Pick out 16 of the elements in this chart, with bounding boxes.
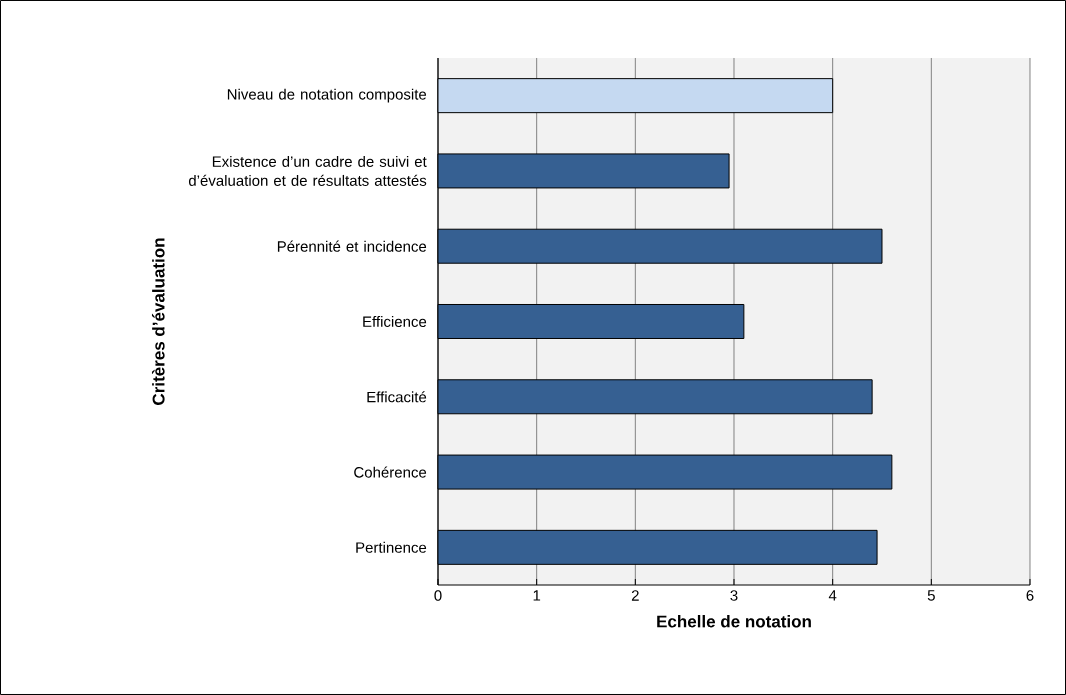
y-tick-label: Cohérence xyxy=(354,466,427,478)
x-tick-label: 5 xyxy=(927,590,935,601)
y-tick-label: Niveau de notation composite xyxy=(227,88,427,103)
x-tick-label: 2 xyxy=(631,590,639,601)
y-tick-label: Efficience xyxy=(363,315,427,327)
x-tick-label: 4 xyxy=(828,590,837,601)
y-tick-label: Existence d’un cadre de suivi et d’évaluation et de résultats attestés xyxy=(188,155,427,186)
y-tick-label: Pertinence xyxy=(356,541,427,553)
x-tick-label: 6 xyxy=(1026,590,1034,601)
x-tick-label: 0 xyxy=(434,590,442,601)
y-axis-title: Critères d’évaluation xyxy=(151,238,165,405)
x-tick-label: 1 xyxy=(533,590,541,601)
y-tick-label: Efficacité xyxy=(367,391,427,403)
y-tick-label: Pérennité et incidence xyxy=(277,240,427,252)
x-axis-title: Echelle de notation xyxy=(657,615,811,628)
x-tick-label: 3 xyxy=(730,590,738,601)
